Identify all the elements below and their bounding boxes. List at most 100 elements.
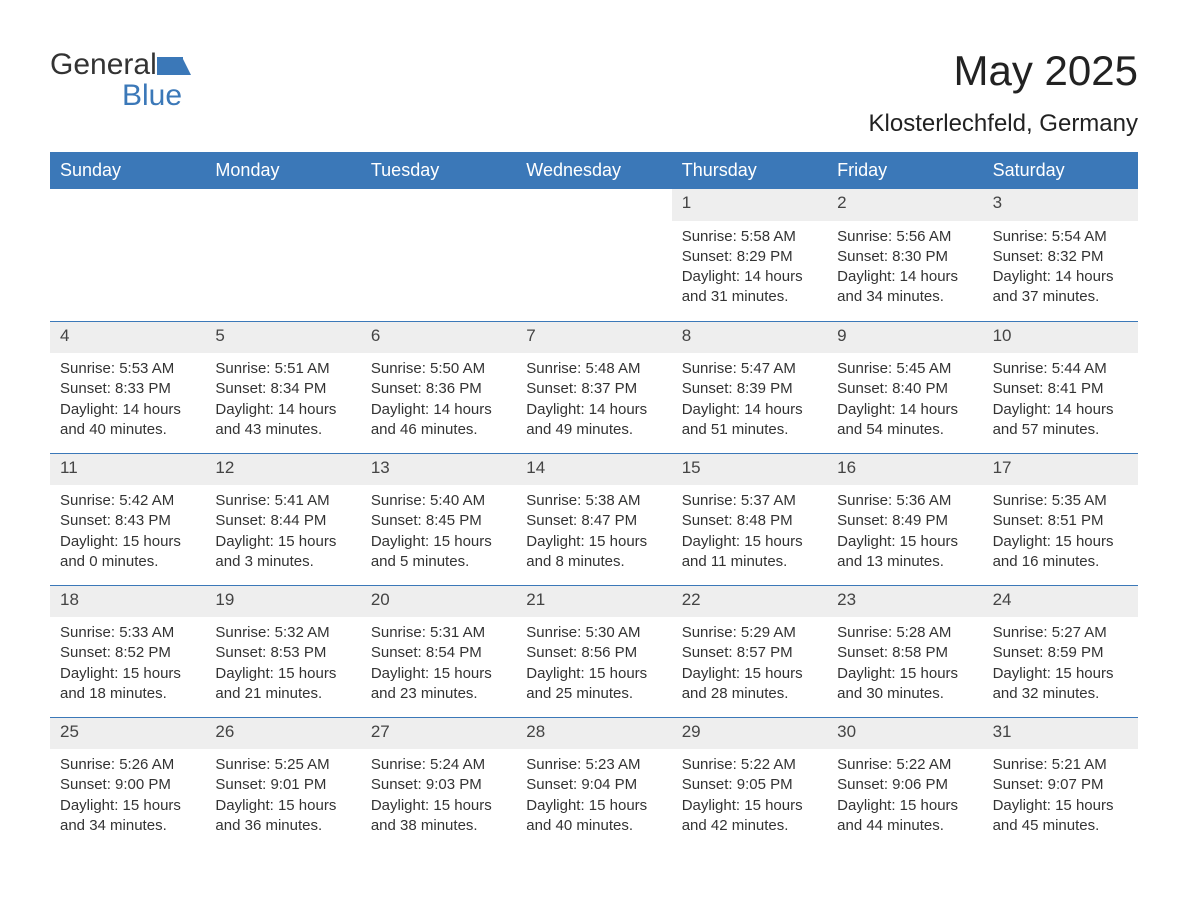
day-cell: Sunrise: 5:24 AMSunset: 9:03 PMDaylight:… (361, 749, 516, 849)
day-cell: Sunrise: 5:36 AMSunset: 8:49 PMDaylight:… (827, 485, 982, 585)
week-row: 18192021222324Sunrise: 5:33 AMSunset: 8:… (50, 585, 1138, 717)
daylight-text: Daylight: 15 hours and 36 minutes. (215, 796, 350, 837)
day-cell (205, 221, 360, 322)
day-cell: Sunrise: 5:27 AMSunset: 8:59 PMDaylight:… (983, 617, 1138, 717)
day-number: 10 (983, 322, 1138, 353)
sunrise-text: Sunrise: 5:25 AM (215, 755, 350, 775)
daylight-text: Daylight: 15 hours and 32 minutes. (993, 664, 1128, 705)
daylight-text: Daylight: 15 hours and 28 minutes. (682, 664, 817, 705)
sunrise-text: Sunrise: 5:36 AM (837, 491, 972, 511)
daylight-text: Daylight: 15 hours and 45 minutes. (993, 796, 1128, 837)
sunset-text: Sunset: 8:41 PM (993, 379, 1128, 399)
dayname-thu: Thursday (672, 152, 827, 189)
day-number: 25 (50, 718, 205, 749)
sunrise-text: Sunrise: 5:22 AM (682, 755, 817, 775)
day-number (205, 189, 360, 221)
day-cell (361, 221, 516, 322)
day-number: 29 (672, 718, 827, 749)
day-number: 7 (516, 322, 671, 353)
sunrise-text: Sunrise: 5:45 AM (837, 359, 972, 379)
day-cell: Sunrise: 5:53 AMSunset: 8:33 PMDaylight:… (50, 353, 205, 453)
day-number: 12 (205, 454, 360, 485)
day-number: 8 (672, 322, 827, 353)
sunrise-text: Sunrise: 5:24 AM (371, 755, 506, 775)
sunset-text: Sunset: 8:45 PM (371, 511, 506, 531)
brand-text: General Blue (50, 50, 191, 111)
sunrise-text: Sunrise: 5:27 AM (993, 623, 1128, 643)
day-number: 9 (827, 322, 982, 353)
dayname-fri: Friday (827, 152, 982, 189)
daylight-text: Daylight: 15 hours and 13 minutes. (837, 532, 972, 573)
day-cell (50, 221, 205, 322)
day-cell: Sunrise: 5:25 AMSunset: 9:01 PMDaylight:… (205, 749, 360, 849)
sunset-text: Sunset: 8:40 PM (837, 379, 972, 399)
daylight-text: Daylight: 14 hours and 54 minutes. (837, 400, 972, 441)
sunrise-text: Sunrise: 5:51 AM (215, 359, 350, 379)
daylight-text: Daylight: 14 hours and 31 minutes. (682, 267, 817, 308)
day-number: 4 (50, 322, 205, 353)
calendar-grid: Sunday Monday Tuesday Wednesday Thursday… (50, 152, 1138, 849)
daylight-text: Daylight: 15 hours and 16 minutes. (993, 532, 1128, 573)
day-cell: Sunrise: 5:29 AMSunset: 8:57 PMDaylight:… (672, 617, 827, 717)
weeks-container: 123Sunrise: 5:58 AMSunset: 8:29 PMDaylig… (50, 189, 1138, 849)
day-number: 11 (50, 454, 205, 485)
sunset-text: Sunset: 9:06 PM (837, 775, 972, 795)
day-number-row: 11121314151617 (50, 454, 1138, 485)
day-cell: Sunrise: 5:42 AMSunset: 8:43 PMDaylight:… (50, 485, 205, 585)
sunset-text: Sunset: 8:36 PM (371, 379, 506, 399)
day-number: 30 (827, 718, 982, 749)
sunset-text: Sunset: 8:44 PM (215, 511, 350, 531)
day-number: 31 (983, 718, 1138, 749)
sunrise-text: Sunrise: 5:44 AM (993, 359, 1128, 379)
sunset-text: Sunset: 8:53 PM (215, 643, 350, 663)
day-cell: Sunrise: 5:26 AMSunset: 9:00 PMDaylight:… (50, 749, 205, 849)
day-cell: Sunrise: 5:45 AMSunset: 8:40 PMDaylight:… (827, 353, 982, 453)
sunrise-text: Sunrise: 5:48 AM (526, 359, 661, 379)
sunrise-text: Sunrise: 5:41 AM (215, 491, 350, 511)
day-cell: Sunrise: 5:56 AMSunset: 8:30 PMDaylight:… (827, 221, 982, 322)
day-cell: Sunrise: 5:33 AMSunset: 8:52 PMDaylight:… (50, 617, 205, 717)
day-number-row: 45678910 (50, 322, 1138, 353)
day-number: 3 (983, 189, 1138, 221)
sunrise-text: Sunrise: 5:38 AM (526, 491, 661, 511)
sunset-text: Sunset: 8:30 PM (837, 247, 972, 267)
sunrise-text: Sunrise: 5:35 AM (993, 491, 1128, 511)
daylight-text: Daylight: 15 hours and 38 minutes. (371, 796, 506, 837)
day-cell: Sunrise: 5:44 AMSunset: 8:41 PMDaylight:… (983, 353, 1138, 453)
day-cell: Sunrise: 5:32 AMSunset: 8:53 PMDaylight:… (205, 617, 360, 717)
daylight-text: Daylight: 14 hours and 49 minutes. (526, 400, 661, 441)
day-cell: Sunrise: 5:47 AMSunset: 8:39 PMDaylight:… (672, 353, 827, 453)
daylight-text: Daylight: 15 hours and 42 minutes. (682, 796, 817, 837)
day-number: 22 (672, 586, 827, 617)
dayname-tue: Tuesday (361, 152, 516, 189)
sunrise-text: Sunrise: 5:26 AM (60, 755, 195, 775)
sunset-text: Sunset: 8:51 PM (993, 511, 1128, 531)
day-cell: Sunrise: 5:50 AMSunset: 8:36 PMDaylight:… (361, 353, 516, 453)
sunrise-text: Sunrise: 5:50 AM (371, 359, 506, 379)
sunset-text: Sunset: 8:56 PM (526, 643, 661, 663)
brand-logo: General Blue (50, 50, 191, 111)
sunrise-text: Sunrise: 5:58 AM (682, 227, 817, 247)
dayname-sat: Saturday (983, 152, 1138, 189)
sunrise-text: Sunrise: 5:28 AM (837, 623, 972, 643)
day-number (516, 189, 671, 221)
day-cell: Sunrise: 5:41 AMSunset: 8:44 PMDaylight:… (205, 485, 360, 585)
sunrise-text: Sunrise: 5:37 AM (682, 491, 817, 511)
day-cell: Sunrise: 5:23 AMSunset: 9:04 PMDaylight:… (516, 749, 671, 849)
sunrise-text: Sunrise: 5:56 AM (837, 227, 972, 247)
daylight-text: Daylight: 15 hours and 8 minutes. (526, 532, 661, 573)
dayname-sun: Sunday (50, 152, 205, 189)
day-number: 16 (827, 454, 982, 485)
sunrise-text: Sunrise: 5:30 AM (526, 623, 661, 643)
week-row: 25262728293031Sunrise: 5:26 AMSunset: 9:… (50, 717, 1138, 849)
sunset-text: Sunset: 8:37 PM (526, 379, 661, 399)
sunset-text: Sunset: 9:07 PM (993, 775, 1128, 795)
day-cell: Sunrise: 5:38 AMSunset: 8:47 PMDaylight:… (516, 485, 671, 585)
sunrise-text: Sunrise: 5:21 AM (993, 755, 1128, 775)
daylight-text: Daylight: 15 hours and 23 minutes. (371, 664, 506, 705)
day-number-row: 123 (50, 189, 1138, 221)
sunrise-text: Sunrise: 5:54 AM (993, 227, 1128, 247)
day-cell: Sunrise: 5:22 AMSunset: 9:05 PMDaylight:… (672, 749, 827, 849)
day-cell: Sunrise: 5:58 AMSunset: 8:29 PMDaylight:… (672, 221, 827, 322)
daylight-text: Daylight: 15 hours and 21 minutes. (215, 664, 350, 705)
